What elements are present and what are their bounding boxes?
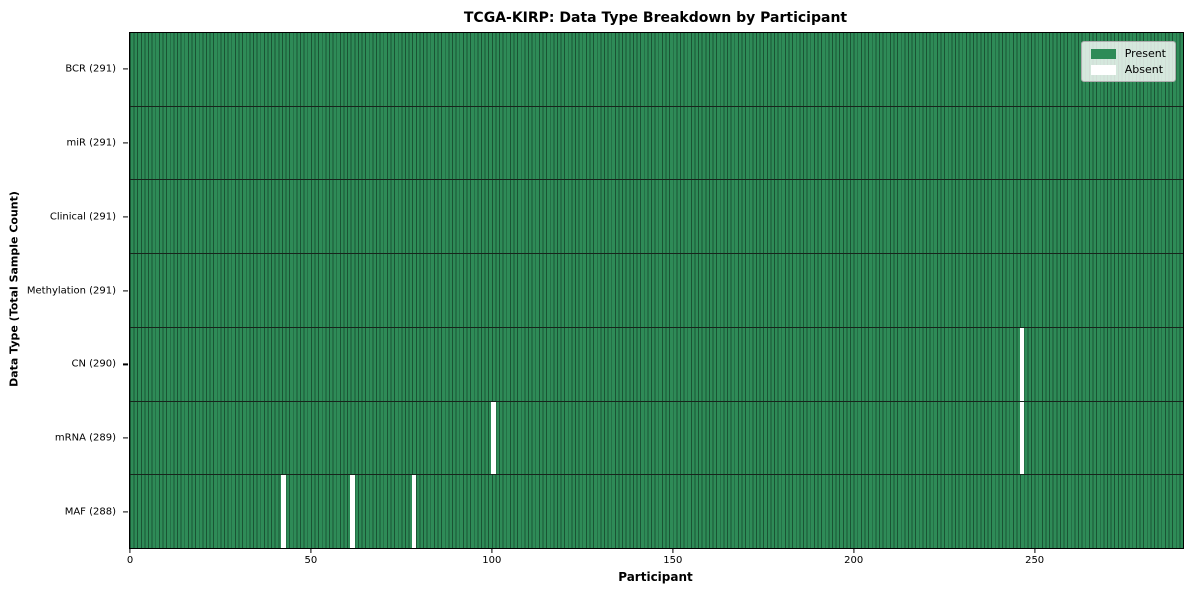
ytick-label-mRNA: mRNA (289) (54, 432, 116, 444)
ytick-label-BCR: BCR (291) (65, 63, 116, 75)
legend-swatch-absent-icon (1090, 64, 1116, 75)
xtick-label-50: 50 (304, 555, 318, 566)
legend-swatch-present-icon (1090, 48, 1116, 59)
absent-cell-MAF-42 (281, 475, 287, 549)
xtick-label-100: 100 (482, 555, 502, 566)
ytick-mark-Methylation (123, 289, 128, 292)
ytick-label-CN: CN (290) (71, 358, 116, 370)
heatmap-row-mRNA (130, 400, 1183, 475)
ytick-label-miR: miR (291) (66, 137, 116, 149)
ytick-mark-CN (123, 363, 128, 365)
xtick-mark-0 (129, 549, 131, 553)
ytick-mark-BCR (123, 68, 128, 70)
ytick-label-MAF: MAF (288) (64, 506, 116, 518)
absent-cell-CN-246 (1019, 327, 1025, 401)
absent-cell-MAF-78 (411, 475, 417, 549)
legend-entry-present: Present (1090, 47, 1166, 60)
ytick-mark-miR (123, 142, 128, 144)
xtick-label-200: 200 (844, 555, 864, 566)
ytick-mark-MAF (123, 511, 128, 513)
xtick-mark-150 (672, 549, 674, 553)
xtick-mark-200 (853, 549, 855, 553)
xtick-mark-100 (491, 549, 493, 553)
heatmap-row-BCR (130, 33, 1183, 106)
absent-cell-mRNA-246 (1019, 401, 1025, 475)
xtick-mark-50 (310, 549, 312, 553)
heatmap-row-Methylation (130, 253, 1183, 327)
ytick-mark-mRNA (123, 437, 128, 439)
x-axis: 0 50 100 150 200 250 (126, 549, 1183, 573)
xtick-label-150: 150 (663, 555, 683, 566)
xtick-label-250: 250 (1025, 555, 1045, 566)
legend-label-present: Present (1124, 47, 1166, 60)
xtick-label-0: 0 (126, 555, 134, 566)
chart-title: TCGA-KIRP: Data Type Breakdown by Partic… (463, 10, 848, 26)
ytick-label-Methylation: Methylation (291) (26, 285, 116, 296)
legend: Present Absent (1080, 41, 1176, 82)
ytick-label-Clinical: Clinical (291) (49, 211, 116, 223)
y-axis: BCR (291) miR (291) Clinical (291) Methylat… (0, 32, 129, 549)
absent-cell-mRNA-100 (491, 401, 496, 475)
plot-area: Present Absent (129, 32, 1184, 549)
xtick-mark-250 (1034, 549, 1036, 553)
heatmap-row-MAF (130, 474, 1183, 549)
heatmap-row-CN (130, 326, 1183, 401)
heatmap-row-Clinical (130, 179, 1183, 254)
legend-entry-absent: Absent (1090, 63, 1166, 76)
absent-cell-MAF-61 (350, 475, 355, 549)
heatmap-row-miR (130, 105, 1183, 180)
ytick-mark-Clinical (123, 216, 128, 218)
x-axis-label: Participant (618, 570, 693, 584)
legend-label-absent: Absent (1124, 63, 1164, 76)
